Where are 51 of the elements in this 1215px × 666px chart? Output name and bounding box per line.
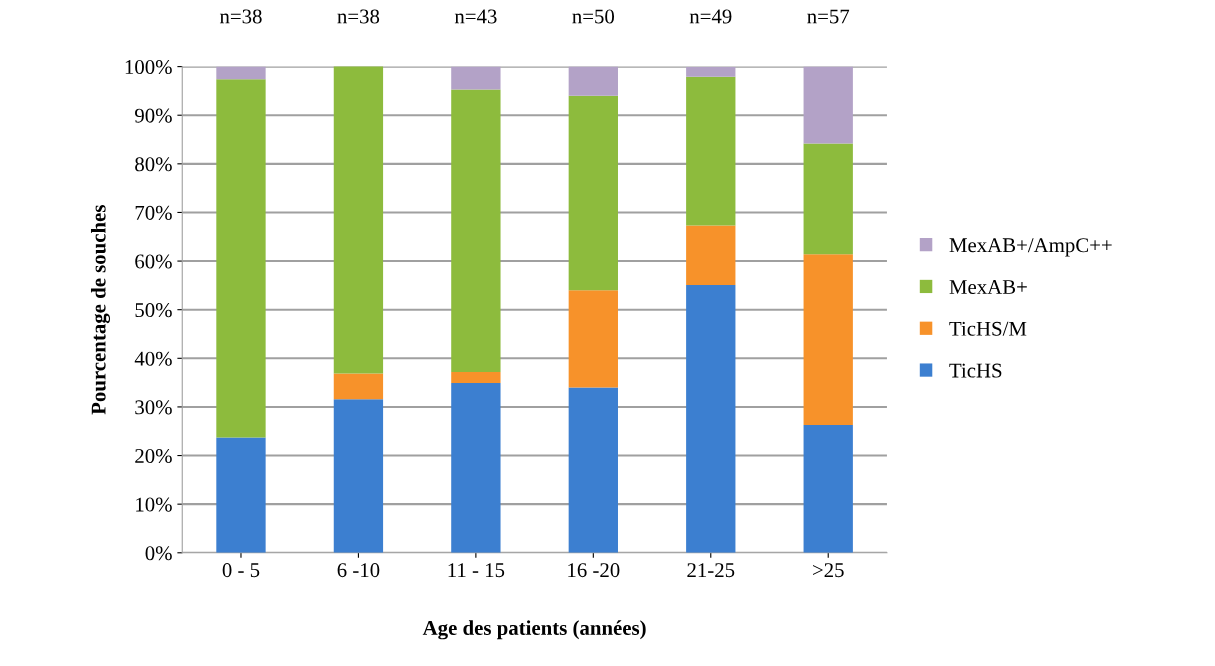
- y-tick-label: 20%: [135, 448, 172, 464]
- bar: [333, 399, 384, 553]
- bar: [216, 437, 266, 553]
- y-tick-label: 0%: [145, 546, 172, 561]
- x-tick-label: 11 - 15: [448, 563, 505, 578]
- bar: [568, 66, 618, 96]
- y-tick-label: 50%: [135, 303, 172, 318]
- x-tick-label: 16 -20: [568, 563, 620, 578]
- x-tick-label: 6 -10: [337, 563, 380, 578]
- bar: [216, 79, 266, 438]
- bar: [686, 225, 736, 285]
- bar: [451, 383, 501, 553]
- x-axis-title: Age des patients (années): [422, 620, 646, 640]
- y-tick-label: 90%: [135, 108, 172, 123]
- y-tick-label: 10%: [136, 497, 172, 512]
- annotation: n=38: [219, 9, 262, 24]
- legend-label: MexAB+/AmpC++: [949, 238, 1112, 257]
- bar: [333, 373, 384, 400]
- x-tick-label: 21-25: [687, 563, 735, 578]
- bar: [803, 143, 853, 255]
- bar: [333, 66, 384, 374]
- y-axis-title: Pourcentage de souches: [90, 205, 111, 415]
- legend-label: MexAB+: [949, 280, 1027, 294]
- bar: [803, 254, 853, 425]
- bar: [568, 387, 618, 553]
- annotation: n=43: [454, 9, 497, 24]
- bar: [568, 95, 618, 291]
- y-tick-label: 60%: [135, 254, 172, 269]
- x-tick-label: >25: [812, 563, 844, 578]
- y-tick-label: 80%: [135, 157, 172, 172]
- bar: [686, 67, 736, 77]
- bar: [686, 76, 736, 226]
- annotation: n=49: [689, 9, 732, 24]
- annotation: n=57: [807, 9, 850, 24]
- y-tick-label: 30%: [135, 400, 172, 415]
- bar: [216, 66, 266, 80]
- legend-label: TicHS/M: [949, 321, 1027, 336]
- legend-label: TicHS: [949, 363, 1002, 378]
- x-tick-label: 0 - 5: [222, 563, 260, 578]
- annotation: n=50: [572, 9, 615, 24]
- y-tick-label: 40%: [134, 351, 172, 366]
- bar: [803, 66, 853, 144]
- bar: [803, 424, 853, 553]
- annotation: n=38: [337, 9, 380, 24]
- bar: [451, 89, 501, 372]
- y-tick-label: 70%: [135, 205, 172, 220]
- bar: [686, 284, 736, 553]
- bar: [451, 66, 501, 90]
- bar: [451, 371, 501, 384]
- bar: [568, 290, 618, 388]
- y-tick-label: 100%: [125, 59, 172, 75]
